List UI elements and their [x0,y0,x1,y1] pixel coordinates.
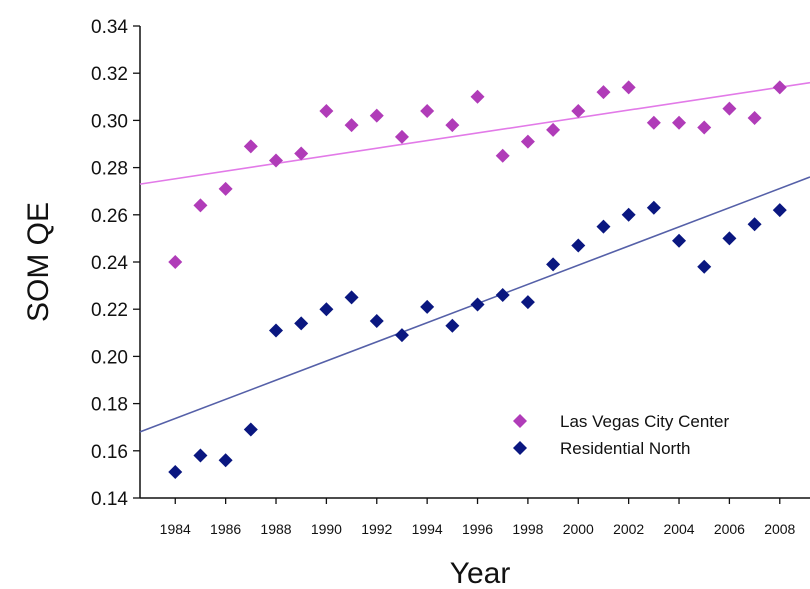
x-tick-label: 2008 [764,521,795,537]
data-point-series-0 [319,103,334,118]
x-tick-label: 2000 [563,521,594,537]
x-tick-label: 1996 [462,521,493,537]
y-tick-label: 0.24 [91,253,128,274]
y-tick-label: 0.34 [91,17,128,38]
data-point-series-1 [697,259,712,274]
y-tick-label: 0.32 [91,64,128,85]
data-point-series-0 [193,198,208,213]
data-point-series-0 [470,89,485,104]
trendline-series-0 [139,81,810,185]
data-point-series-0 [168,255,183,269]
data-point-series-0 [495,148,510,163]
data-point-series-0 [697,120,712,135]
data-point-series-0 [344,118,359,133]
x-tick-label: 1990 [311,521,342,537]
legend-label: Residential North [560,439,690,458]
x-tick-label: 1994 [412,521,443,537]
data-point-series-1 [344,290,359,305]
y-axis-title: SOM QE [22,202,55,322]
data-point-series-0 [571,103,586,118]
data-point-series-0 [747,111,762,126]
y-tick-label: 0.14 [91,489,128,510]
data-point-series-1 [546,257,561,272]
data-point-series-0 [369,108,384,123]
data-point-series-0 [672,115,687,130]
data-point-series-0 [596,85,611,100]
y-tick-label: 0.16 [91,442,128,463]
data-point-series-0 [445,118,460,133]
data-point-series-1 [445,318,460,333]
x-axis-title: Year [450,557,511,589]
data-point-series-0 [646,115,661,130]
data-point-series-0 [621,80,636,95]
legend-marker [513,414,527,428]
x-tick-label: 2006 [714,521,745,537]
data-point-series-1 [722,231,737,246]
data-point-series-0 [520,134,535,149]
data-point-series-1 [621,207,636,222]
data-point-series-1 [672,233,687,248]
data-point-series-0 [420,103,435,118]
data-point-series-1 [646,200,661,215]
data-point-series-0 [722,101,737,116]
y-tick-label: 0.26 [91,206,128,227]
x-tick-label: 1992 [361,521,392,537]
data-point-series-1 [394,328,409,343]
y-tick-label: 0.30 [91,111,128,132]
data-point-series-1 [243,422,258,437]
data-point-series-1 [420,299,435,314]
data-point-series-1 [168,465,183,480]
data-point-series-0 [772,80,787,95]
y-tick-label: 0.20 [91,347,128,368]
legend-marker [513,441,527,455]
y-tick-label: 0.18 [91,395,128,416]
data-point-series-0 [294,146,309,161]
data-point-series-0 [243,139,258,154]
data-point-series-1 [495,288,510,303]
data-point-series-1 [193,448,208,463]
data-point-series-0 [394,129,409,144]
data-point-series-0 [218,181,233,196]
y-tick-label: 0.28 [91,159,128,180]
data-point-series-1 [294,316,309,331]
data-point-series-1 [520,295,535,310]
data-point-series-1 [319,302,334,317]
y-tick-label: 0.22 [91,300,128,321]
legend-label: Las Vegas City Center [560,412,729,431]
x-tick-label: 1986 [210,521,241,537]
data-point-series-1 [269,323,284,338]
plot-area [139,80,810,480]
y-ticks: 0.14 0.16 0.18 0.20 0.22 0.24 0.26 0.28 0.30 0.32… [91,17,140,510]
data-point-series-1 [218,453,233,468]
data-point-series-1 [470,297,485,312]
x-tick-label: 1988 [260,521,291,537]
x-tick-label: 1998 [512,521,543,537]
data-point-series-1 [369,314,384,328]
data-point-series-1 [747,217,762,232]
legend: Las Vegas City Center Residential North [513,412,729,458]
x-tick-label: 2002 [613,521,644,537]
data-point-series-0 [269,153,284,168]
data-point-series-1 [571,238,586,253]
x-tick-label: 1984 [160,521,191,537]
data-point-series-1 [772,203,787,218]
data-point-series-0 [546,122,561,137]
data-point-series-1 [596,219,611,234]
x-ticks: 1984 1986 1988 1990 1992 1994 1996 1998 2000 2002… [160,498,796,537]
x-tick-label: 2004 [663,521,694,537]
